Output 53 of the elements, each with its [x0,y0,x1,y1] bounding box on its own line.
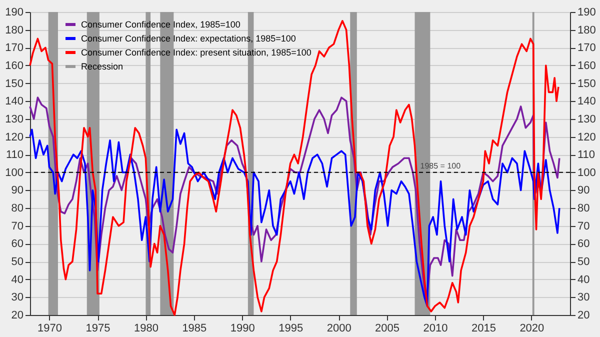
y2-tick-label: 60 [578,238,590,250]
y2-tick-label: 20 [578,310,590,322]
y-tick-label: 80 [11,202,24,215]
y-tick-label: 170 [5,42,24,54]
x-tick-label: 1990 [230,322,255,334]
y-tick-label: 20 [11,310,24,322]
y2-tick-label: 140 [578,96,596,108]
y2-tick-label: 120 [578,131,596,144]
y2-tick-label: 30 [578,292,590,304]
y-tick-label: 70 [11,220,24,232]
legend-label: Consumer Confidence Index: present situation, 1985=100 [81,48,312,58]
y2-tick-label: 90 [578,184,590,197]
x-tick-label: 2015 [471,322,496,334]
legend-label: Consumer Confidence Index, 1985=100 [81,20,240,30]
y-tick-label: 120 [5,131,24,144]
y2-tick-label: 180 [578,24,596,36]
x-tick-label: 2020 [520,322,544,334]
y2-tick-label: 160 [578,60,596,72]
y2-tick-label: 150 [578,78,596,90]
x-tick-label: 2000 [326,322,352,334]
x-tick-label: 2010 [423,322,448,334]
x-tick-label: 1995 [278,322,304,334]
y-tick-label: 180 [5,24,24,36]
y2-tick-label: 100 [578,166,596,179]
y2-tick-label: 50 [578,256,590,268]
y-tick-label: 30 [11,292,24,304]
y-tick-label: 160 [5,60,24,72]
y-tick-label: 50 [11,256,24,268]
y2-tick-label: 80 [578,202,590,215]
y-tick-label: 190 [5,6,24,18]
x-tick-label: 1985 [182,322,207,334]
y-tick-label: 40 [11,274,24,286]
y2-tick-label: 40 [578,274,590,286]
y-tick-label: 140 [5,96,24,108]
x-tick-label: 1970 [38,322,62,334]
y2-tick-label: 190 [578,6,596,18]
y-tick-label: 100 [5,166,24,179]
y2-tick-label: 130 [578,113,596,126]
y-tick-label: 130 [5,113,24,126]
x-tick-label: 1980 [134,322,158,334]
y2-tick-label: 170 [578,42,596,54]
line-series [29,20,560,316]
y-tick-label: 110 [6,149,24,162]
x-tick-label: 1975 [86,322,110,334]
legend-label: Consumer Confidence Index: expectations, 1985=100 [81,34,296,44]
y2-tick-label: 110 [578,149,596,162]
y-tick-label: 90 [11,184,24,197]
y-tick-label: 60 [11,238,24,250]
line-series [29,128,560,307]
band-label: Recession [81,62,124,72]
x-tick-label: 2005 [375,322,400,334]
y-tick-label: 150 [5,78,24,90]
y2-tick-label: 70 [578,220,590,232]
